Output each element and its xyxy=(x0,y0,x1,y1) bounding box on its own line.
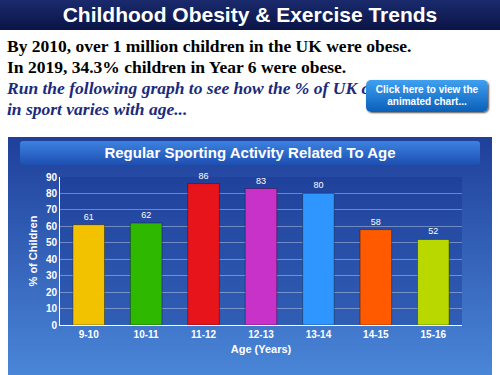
svg-text:40: 40 xyxy=(46,254,58,265)
svg-text:11-12: 11-12 xyxy=(191,329,216,340)
html-text:Childhood Obesity & Exercise T: Childhood Obesity & Exercise Trends xyxy=(62,3,438,26)
svg-text:% of Children: % of Children xyxy=(27,215,39,286)
svg-text:20: 20 xyxy=(46,287,58,298)
svg-text:90: 90 xyxy=(46,172,58,183)
svg-text:30: 30 xyxy=(46,270,58,281)
html-text:Click here to view the animate: Click here to view the animated chart... xyxy=(375,84,479,107)
svg-text:62: 62 xyxy=(141,210,151,220)
svg-text:83: 83 xyxy=(256,176,266,186)
svg-text:9-10: 9-10 xyxy=(79,329,99,340)
svg-text:58: 58 xyxy=(371,217,381,227)
svg-text:Regular Sporting Activity Rela: Regular Sporting Activity Related To Age xyxy=(104,144,395,161)
html-text:By 2010, over 1 million childr: By 2010, over 1 million children in the … xyxy=(7,36,412,56)
svg-text:10: 10 xyxy=(46,303,58,314)
svg-text:12-13: 12-13 xyxy=(248,329,274,340)
svg-text:60: 60 xyxy=(46,221,58,232)
svg-text:Age (Years): Age (Years) xyxy=(231,343,292,355)
svg-text:14-15: 14-15 xyxy=(363,329,389,340)
svg-text:15-16: 15-16 xyxy=(421,329,447,340)
svg-text:86: 86 xyxy=(199,171,209,181)
svg-text:0: 0 xyxy=(51,320,57,331)
html-text:In 2019, 34.3% children in Yea: In 2019, 34.3% children in Year 6 were o… xyxy=(7,57,347,77)
svg-text:80: 80 xyxy=(313,180,323,190)
svg-text:50: 50 xyxy=(46,237,58,248)
svg-text:80: 80 xyxy=(46,188,58,199)
svg-text:10-11: 10-11 xyxy=(134,329,159,340)
svg-text:52: 52 xyxy=(428,226,438,236)
html-text:Run the following graph to see: Run the following graph to see how the %… xyxy=(7,78,487,119)
svg-text:70: 70 xyxy=(46,204,58,215)
svg-text:61: 61 xyxy=(84,212,94,222)
svg-text:13-14: 13-14 xyxy=(306,329,332,340)
